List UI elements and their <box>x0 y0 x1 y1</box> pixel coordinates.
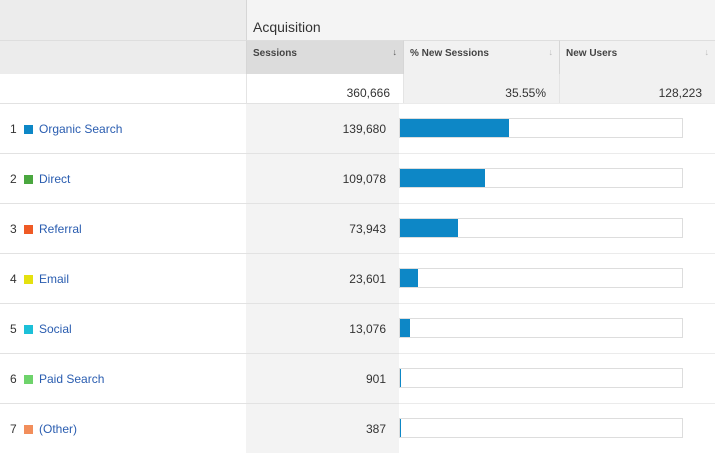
sessions-bar-track <box>399 118 683 138</box>
column-header-new-users[interactable]: New Users ↓ <box>559 40 715 74</box>
row-separator <box>399 403 715 404</box>
sessions-value: 387 <box>365 422 386 436</box>
header-blank-area <box>0 0 246 74</box>
sessions-bar-track <box>399 168 683 188</box>
sessions-cell: 901 <box>246 353 399 403</box>
sessions-bar <box>400 419 401 437</box>
table-row: 7 (Other) 387 <box>0 403 715 453</box>
sessions-cell: 73,943 <box>246 203 399 253</box>
sessions-bar <box>400 169 485 187</box>
sessions-bar-track <box>399 368 683 388</box>
color-swatch-icon <box>24 275 33 284</box>
sessions-bar-track <box>399 418 683 438</box>
column-header-sessions[interactable]: Sessions ↓ <box>246 40 403 74</box>
row-index: 5 <box>10 322 17 336</box>
row-separator <box>399 353 715 354</box>
row-separator <box>399 153 715 154</box>
color-swatch-icon <box>24 225 33 234</box>
total-pct-new-sessions: 35.55% <box>403 74 559 103</box>
sessions-bar <box>400 269 418 287</box>
row-separator <box>399 253 715 254</box>
channel-link[interactable]: Paid Search <box>39 372 105 386</box>
acquisition-title: Acquisition <box>253 19 321 35</box>
table-row: 1 Organic Search 139,680 <box>0 103 715 153</box>
sessions-bar-track <box>399 268 683 288</box>
color-swatch-icon <box>24 375 33 384</box>
row-index: 2 <box>10 172 17 186</box>
acquisition-group-header: Acquisition <box>246 0 715 40</box>
row-dimension-cell: 5 Social <box>0 303 246 353</box>
column-header-pct-new-sessions[interactable]: % New Sessions ↓ <box>403 40 559 74</box>
sessions-cell: 109,078 <box>246 153 399 203</box>
row-separator <box>399 103 715 104</box>
channel-link[interactable]: Social <box>39 322 72 336</box>
channel-link[interactable]: Organic Search <box>39 122 123 136</box>
color-swatch-icon <box>24 175 33 184</box>
table-row: 6 Paid Search 901 <box>0 353 715 403</box>
row-dimension-cell: 2 Direct <box>0 153 246 203</box>
sort-icon[interactable]: ↓ <box>704 47 710 57</box>
column-label-sessions: Sessions <box>253 48 297 59</box>
total-sessions: 360,666 <box>246 74 403 103</box>
row-index: 7 <box>10 422 17 436</box>
sessions-bar <box>400 119 509 137</box>
sort-icon[interactable]: ↓ <box>548 47 554 57</box>
sessions-cell: 13,076 <box>246 303 399 353</box>
sessions-bar <box>400 219 458 237</box>
row-index: 6 <box>10 372 17 386</box>
color-swatch-icon <box>24 325 33 334</box>
row-index: 1 <box>10 122 17 136</box>
sessions-value: 73,943 <box>349 222 386 236</box>
color-swatch-icon <box>24 125 33 134</box>
row-dimension-cell: 7 (Other) <box>0 403 246 453</box>
table-row: 3 Referral 73,943 <box>0 203 715 253</box>
column-label-new-users: New Users <box>566 48 618 59</box>
sessions-bar-track <box>399 218 683 238</box>
column-label-pct-new-sessions: % New Sessions <box>410 48 489 59</box>
arrow-down-icon[interactable]: ↓ <box>392 47 398 57</box>
sessions-value: 23,601 <box>349 272 386 286</box>
channel-link[interactable]: Referral <box>39 222 82 236</box>
totals-row: 360,666 35.55% 128,223 <box>0 74 715 103</box>
row-index: 3 <box>10 222 17 236</box>
total-new-users: 128,223 <box>559 74 715 103</box>
row-dimension-cell: 4 Email <box>0 253 246 303</box>
channel-link[interactable]: Direct <box>39 172 71 186</box>
table-row: 2 Direct 109,078 <box>0 153 715 203</box>
channel-link[interactable]: (Other) <box>39 422 78 436</box>
color-swatch-icon <box>24 425 33 434</box>
sessions-cell: 139,680 <box>246 103 399 153</box>
row-separator <box>399 303 715 304</box>
row-dimension-cell: 1 Organic Search <box>0 103 246 153</box>
sessions-value: 109,078 <box>342 172 386 186</box>
sessions-bar-track <box>399 318 683 338</box>
row-dimension-cell: 6 Paid Search <box>0 353 246 403</box>
table-row: 5 Social 13,076 <box>0 303 715 353</box>
sessions-value: 13,076 <box>349 322 386 336</box>
header-divider <box>0 40 246 41</box>
sessions-bar <box>400 319 410 337</box>
row-dimension-cell: 3 Referral <box>0 203 246 253</box>
sessions-cell: 387 <box>246 403 399 453</box>
sessions-bar <box>400 369 401 387</box>
channel-link[interactable]: Email <box>39 272 70 286</box>
sessions-value: 139,680 <box>342 122 386 136</box>
sessions-value: 901 <box>365 372 386 386</box>
row-index: 4 <box>10 272 17 286</box>
table-row: 4 Email 23,601 <box>0 253 715 303</box>
sessions-cell: 23,601 <box>246 253 399 303</box>
row-separator <box>399 203 715 204</box>
